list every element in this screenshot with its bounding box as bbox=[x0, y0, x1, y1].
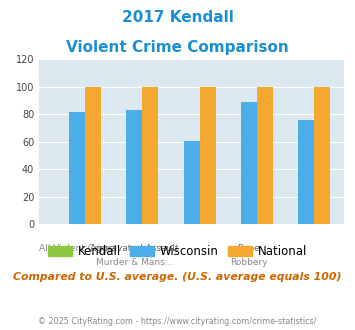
Legend: Kendall, Wisconsin, National: Kendall, Wisconsin, National bbox=[43, 240, 312, 263]
Bar bbox=[257, 87, 273, 224]
Bar bbox=[142, 87, 158, 224]
Text: Compared to U.S. average. (U.S. average equals 100): Compared to U.S. average. (U.S. average … bbox=[13, 272, 342, 282]
Bar bbox=[298, 120, 315, 224]
Text: Aggravated Assault: Aggravated Assault bbox=[90, 244, 179, 253]
Text: Robbery: Robbery bbox=[230, 258, 268, 267]
Text: All Violent Crime: All Violent Crime bbox=[39, 244, 115, 253]
Text: 2017 Kendall: 2017 Kendall bbox=[121, 10, 234, 25]
Bar bbox=[69, 112, 85, 224]
Bar bbox=[85, 87, 101, 224]
Bar bbox=[200, 87, 216, 224]
Bar bbox=[315, 87, 331, 224]
Text: Rape: Rape bbox=[237, 244, 261, 253]
Bar bbox=[241, 102, 257, 224]
Bar bbox=[184, 141, 200, 224]
Text: Violent Crime Comparison: Violent Crime Comparison bbox=[66, 40, 289, 54]
Text: © 2025 CityRating.com - https://www.cityrating.com/crime-statistics/: © 2025 CityRating.com - https://www.city… bbox=[38, 317, 317, 326]
Text: Murder & Mans...: Murder & Mans... bbox=[95, 258, 173, 267]
Bar bbox=[126, 110, 142, 224]
